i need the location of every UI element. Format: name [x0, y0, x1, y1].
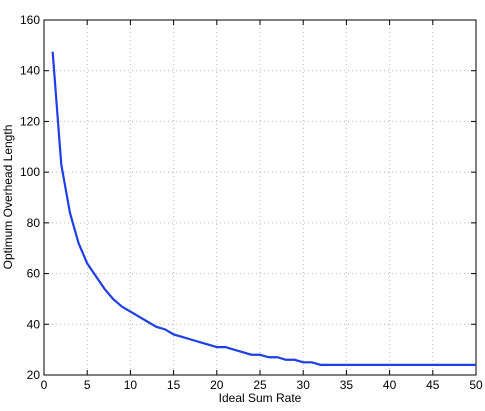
x-tick-label: 45: [426, 378, 440, 392]
y-tick-label: 160: [20, 13, 40, 27]
y-tick-label: 20: [27, 368, 41, 382]
data-line: [51, 51, 476, 366]
x-tick-label: 50: [469, 378, 483, 392]
plot-area: [44, 20, 476, 375]
y-tick-label: 120: [20, 114, 40, 128]
y-tick-label: 40: [27, 317, 41, 331]
y-tick-label: 80: [27, 216, 41, 230]
x-tick-label: 10: [124, 378, 138, 392]
x-tick-label: 5: [84, 378, 91, 392]
y-tick-label: 140: [20, 64, 40, 78]
x-axis-label: Ideal Sum Rate: [219, 391, 302, 405]
x-tick-label: 40: [383, 378, 397, 392]
x-tick-label: 30: [297, 378, 311, 392]
x-tick-label: 20: [210, 378, 224, 392]
x-tick-label: 0: [41, 378, 48, 392]
axes-box: [43, 19, 477, 376]
y-tick-label: 100: [20, 165, 40, 179]
x-tick-label: 15: [167, 378, 181, 392]
y-axis-label: Optimum Overhead Length: [1, 125, 15, 270]
y-tick-label: 60: [27, 267, 41, 281]
x-tick-label: 25: [253, 378, 267, 392]
x-tick-label: 35: [340, 378, 354, 392]
